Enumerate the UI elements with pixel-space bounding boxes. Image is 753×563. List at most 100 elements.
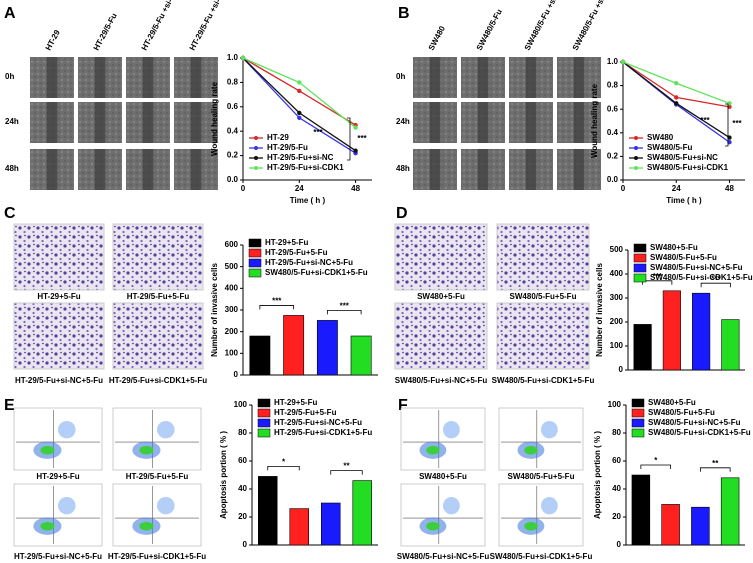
legend-swatch — [257, 398, 271, 408]
cell-cloud — [157, 421, 175, 439]
flow-plot — [13, 407, 103, 471]
legend-label: SW480/5-Fu+si-CDK1 — [647, 163, 729, 172]
legend-swatch — [631, 418, 645, 428]
scratch-gap — [525, 149, 537, 190]
legend-label: HT-29/5-Fu+si-CDK1+5-Fu — [274, 428, 372, 437]
point — [353, 148, 358, 153]
cell-cloud — [524, 521, 538, 531]
y-tick-label: 0.6 — [607, 104, 619, 113]
series-line — [242, 57, 356, 152]
panel-letter: A — [4, 5, 16, 22]
bracket — [642, 280, 673, 285]
y-axis-label: Wound healing rate — [590, 83, 599, 158]
bracket — [267, 466, 300, 471]
bar — [350, 335, 372, 376]
bar — [662, 290, 681, 371]
point — [297, 88, 302, 94]
y-tick-label: 80 — [612, 428, 621, 437]
scratch-gap — [94, 102, 106, 143]
image-caption: SW480/5-Fu+5-Fu — [510, 292, 577, 301]
y-tick-label: 20 — [238, 512, 247, 521]
legend-marker — [254, 156, 258, 160]
bracket — [330, 470, 363, 475]
micrograph — [394, 302, 488, 370]
annotation: *** — [340, 302, 350, 311]
bar — [352, 480, 372, 546]
bracket — [259, 305, 295, 310]
legend-swatch — [633, 253, 647, 263]
legend-label: HT-29/5-Fu+si-NC — [267, 153, 334, 162]
bar — [257, 476, 278, 546]
annotation: ** — [343, 462, 350, 471]
column-label: HT-29/5-Fu — [92, 11, 119, 51]
bar — [721, 319, 740, 371]
legend-swatch — [248, 268, 262, 278]
cell-cloud — [40, 521, 55, 531]
annotation: *** — [272, 297, 282, 306]
column-label: SW480/5-Fu +si-CDK1 — [571, 0, 618, 52]
y-tick-label: 200 — [225, 327, 239, 336]
legend-swatch — [257, 418, 271, 428]
y-axis-label: Number of invasive cells — [210, 263, 219, 357]
cell-cloud — [139, 445, 154, 455]
panel-letter: D — [396, 205, 408, 222]
column-label: SW480 — [427, 24, 448, 52]
y-tick-label: 40 — [238, 484, 247, 493]
cell-cloud — [524, 445, 538, 455]
y-tick-label: 80 — [238, 428, 247, 437]
column-label: SW480/5-Fu +si-NC — [523, 0, 565, 52]
scratch-gap — [142, 57, 154, 98]
image-caption: SW480/5-Fu+si-NC+5-Fu — [395, 376, 488, 385]
legend-swatch — [631, 408, 645, 418]
legend-swatch — [631, 428, 645, 438]
micrograph — [13, 223, 105, 291]
row-label: 24h — [5, 117, 19, 126]
legend-marker — [634, 136, 638, 140]
y-tick-label: 1.0 — [607, 57, 619, 66]
scratch-gap — [525, 57, 537, 98]
legend-label: HT-29/5-Fu+si-NC+5-Fu — [274, 418, 362, 427]
image-caption: HT-29+5-Fu — [36, 472, 79, 481]
scratch-gap — [190, 57, 202, 98]
cell-cloud — [426, 521, 440, 531]
image-caption: HT-29+5-Fu — [37, 292, 80, 301]
y-tick-label: 100 — [610, 341, 624, 350]
legend-label: SW480/5-Fu+si-NC+5-Fu — [648, 418, 741, 427]
bar — [633, 324, 652, 371]
cell-cloud — [443, 497, 460, 515]
image-caption: HT-29/5-Fu+si-NC+5-Fu — [14, 552, 102, 561]
image-caption: SW480+5-Fu — [417, 292, 465, 301]
micrograph — [496, 302, 590, 370]
y-tick-label: 100 — [608, 400, 622, 409]
scratch-gap — [573, 149, 585, 190]
scratch-gap — [429, 57, 441, 98]
legend-label: SW480/5-Fu+si-CDK1+5-Fu — [648, 428, 751, 437]
y-axis-label: Number of invasive cells — [595, 263, 604, 357]
legend-label: HT-29+5-Fu — [274, 398, 317, 407]
bar — [720, 477, 740, 546]
cell-cloud — [157, 497, 175, 515]
row-label: 24h — [396, 117, 410, 126]
legend-label: HT-29/5-Fu+si-CDK1 — [267, 163, 344, 172]
scratch-gap — [573, 102, 585, 143]
x-tick-label: 0 — [241, 184, 246, 193]
y-tick-label: 0.4 — [227, 126, 239, 135]
image-caption: HT-29/5-Fu+si-CDK1+5-Fu — [109, 376, 207, 385]
annotation: *** — [313, 128, 323, 137]
bar — [289, 508, 309, 546]
legend-swatch — [248, 248, 262, 258]
image-caption: SW480/5-Fu+si-NC+5-Fu — [397, 552, 490, 561]
y-tick-label: 0.4 — [607, 128, 619, 137]
annotation: ** — [712, 459, 719, 468]
bracket — [725, 103, 729, 147]
point — [297, 80, 302, 85]
y-tick-label: 0.2 — [227, 151, 239, 160]
x-axis-label: Time ( h ) — [666, 196, 702, 205]
scratch-gap — [477, 57, 489, 98]
y-tick-label: 0.8 — [607, 81, 619, 90]
y-tick-label: 1.0 — [227, 53, 239, 62]
legend-swatch — [633, 263, 647, 273]
point — [674, 101, 679, 106]
